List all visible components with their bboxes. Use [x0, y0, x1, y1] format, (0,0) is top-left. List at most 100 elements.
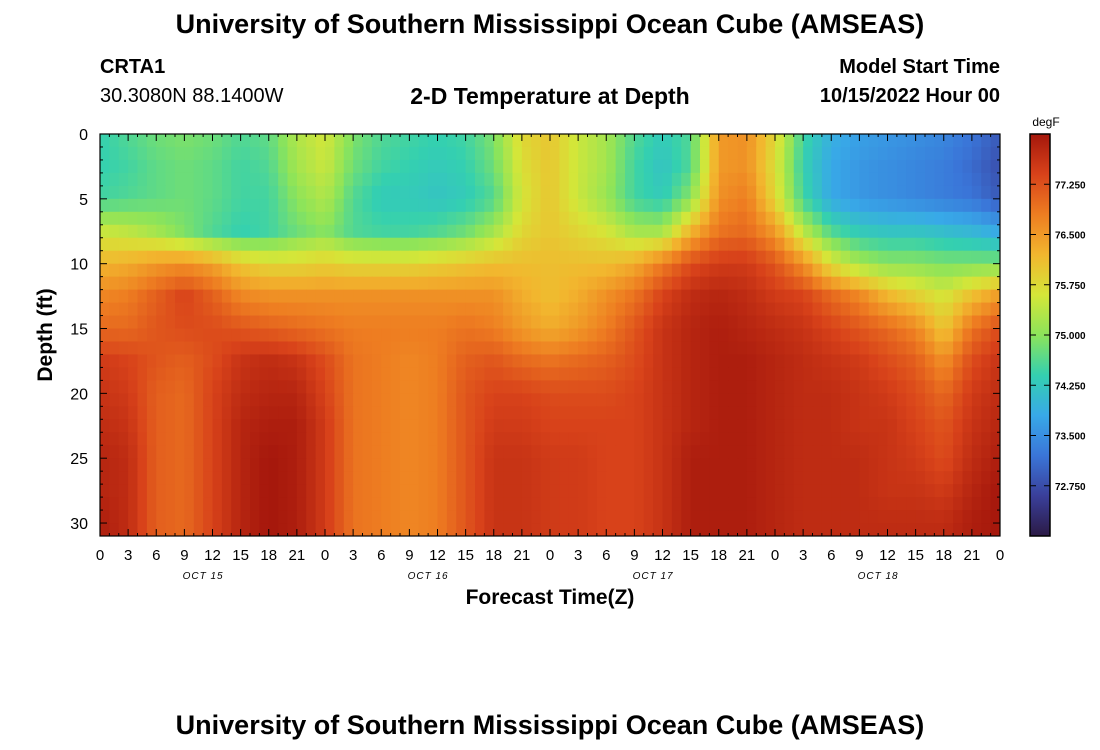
- heatmap-cell: [465, 250, 476, 265]
- heatmap-cell: [587, 510, 598, 524]
- heatmap-cell: [728, 432, 739, 446]
- heatmap-cell: [146, 432, 157, 446]
- heatmap-cell: [165, 419, 176, 433]
- heatmap-cell: [850, 185, 860, 200]
- heatmap-cell: [981, 406, 992, 420]
- heatmap-cell: [128, 354, 139, 369]
- heatmap-cell: [765, 237, 776, 252]
- heatmap-cell: [428, 471, 439, 485]
- y-tick-label: 30: [70, 516, 88, 533]
- heatmap-cell: [681, 134, 692, 148]
- heatmap-cell: [662, 315, 673, 330]
- heatmap-cell: [493, 315, 504, 330]
- heatmap-cell: [737, 224, 748, 239]
- heatmap-cell: [953, 224, 964, 239]
- heatmap-cell: [662, 419, 673, 433]
- heatmap-cell: [718, 419, 729, 433]
- x-tick-label: 15: [682, 547, 699, 564]
- heatmap-cell: [868, 315, 879, 330]
- heatmap-cell: [165, 432, 176, 446]
- heatmap-cell: [793, 510, 804, 524]
- heatmap-cell: [709, 380, 720, 394]
- heatmap-cell: [568, 276, 579, 291]
- heatmap-cell: [831, 302, 842, 317]
- heatmap-cell: [475, 419, 485, 433]
- heatmap-cell: [850, 380, 860, 394]
- heatmap-cell: [259, 237, 270, 252]
- heatmap-cell: [887, 432, 898, 446]
- heatmap-cell: [212, 510, 223, 524]
- heatmap-cell: [109, 159, 120, 174]
- heatmap-cell: [934, 328, 945, 343]
- heatmap-cell: [521, 341, 532, 356]
- heatmap-cell: [784, 172, 795, 187]
- heatmap-cell: [887, 328, 898, 343]
- heatmap-cell: [259, 276, 270, 291]
- heatmap-cell: [184, 432, 195, 446]
- heatmap-cell: [737, 432, 748, 446]
- heatmap-cell: [906, 341, 917, 356]
- heatmap-cell: [512, 341, 523, 356]
- heatmap-cell: [737, 172, 748, 187]
- heatmap-cell: [765, 198, 776, 213]
- heatmap-cell: [775, 354, 785, 369]
- heatmap-cell: [156, 471, 167, 485]
- heatmap-cell: [878, 198, 889, 213]
- heatmap-cell: [578, 484, 589, 498]
- heatmap-cell: [868, 419, 879, 433]
- heatmap-cell: [409, 315, 420, 330]
- heatmap-cell: [681, 276, 692, 291]
- heatmap-cell: [756, 484, 767, 498]
- heatmap-cell: [896, 419, 907, 433]
- heatmap-cell: [475, 315, 485, 330]
- heatmap-cell: [718, 510, 729, 524]
- heatmap-cell: [446, 432, 457, 446]
- heatmap-cell: [400, 237, 410, 252]
- heatmap-cell: [437, 315, 448, 330]
- heatmap-cell: [596, 185, 607, 200]
- heatmap-cell: [831, 134, 842, 148]
- heatmap-cell: [971, 380, 982, 394]
- heatmap-cell: [859, 523, 870, 536]
- heatmap-cell: [765, 276, 776, 291]
- heatmap-cell: [568, 458, 579, 472]
- heatmap-cell: [971, 341, 982, 356]
- heatmap-cell: [737, 211, 748, 226]
- heatmap-cell: [896, 497, 907, 511]
- heatmap-cell: [925, 250, 935, 265]
- heatmap-cell: [221, 276, 232, 291]
- heatmap-cell: [221, 354, 232, 369]
- heatmap-cell: [156, 497, 167, 511]
- heatmap-cell: [887, 380, 898, 394]
- heatmap-cell: [840, 172, 851, 187]
- heatmap-cell: [943, 354, 954, 369]
- heatmap-cell: [390, 134, 401, 148]
- heatmap-cell: [109, 211, 120, 226]
- heatmap-cell: [353, 380, 364, 394]
- heatmap-cell: [325, 159, 335, 174]
- heatmap-cell: [559, 328, 570, 343]
- heatmap-cell: [371, 250, 382, 265]
- heatmap-cell: [634, 354, 645, 369]
- heatmap-cell: [446, 250, 457, 265]
- heatmap-cell: [456, 224, 467, 239]
- heatmap-cell: [887, 146, 898, 161]
- heatmap-cell: [128, 510, 139, 524]
- heatmap-cell: [240, 302, 251, 317]
- heatmap-cell: [934, 172, 945, 187]
- heatmap-cell: [325, 289, 335, 304]
- heatmap-cell: [746, 471, 757, 485]
- heatmap-cell: [118, 263, 129, 278]
- heatmap-cell: [568, 445, 579, 459]
- x-axis: 0 3 6 9 12 15 18 21 0 3 6 9 12 15 18 21 0 3 6 9 12 15 18 21 0 3 6 9…: [96, 134, 1004, 582]
- heatmap-cell: [137, 380, 148, 394]
- heatmap-cell: [268, 445, 279, 459]
- heatmap-cell: [212, 471, 223, 485]
- heatmap-cell: [606, 445, 617, 459]
- heatmap-cell: [400, 510, 410, 524]
- heatmap-cell: [531, 484, 542, 498]
- heatmap-cell: [409, 302, 420, 317]
- heatmap-cell: [587, 354, 598, 369]
- heatmap-cell: [484, 224, 495, 239]
- heatmap-cell: [484, 172, 495, 187]
